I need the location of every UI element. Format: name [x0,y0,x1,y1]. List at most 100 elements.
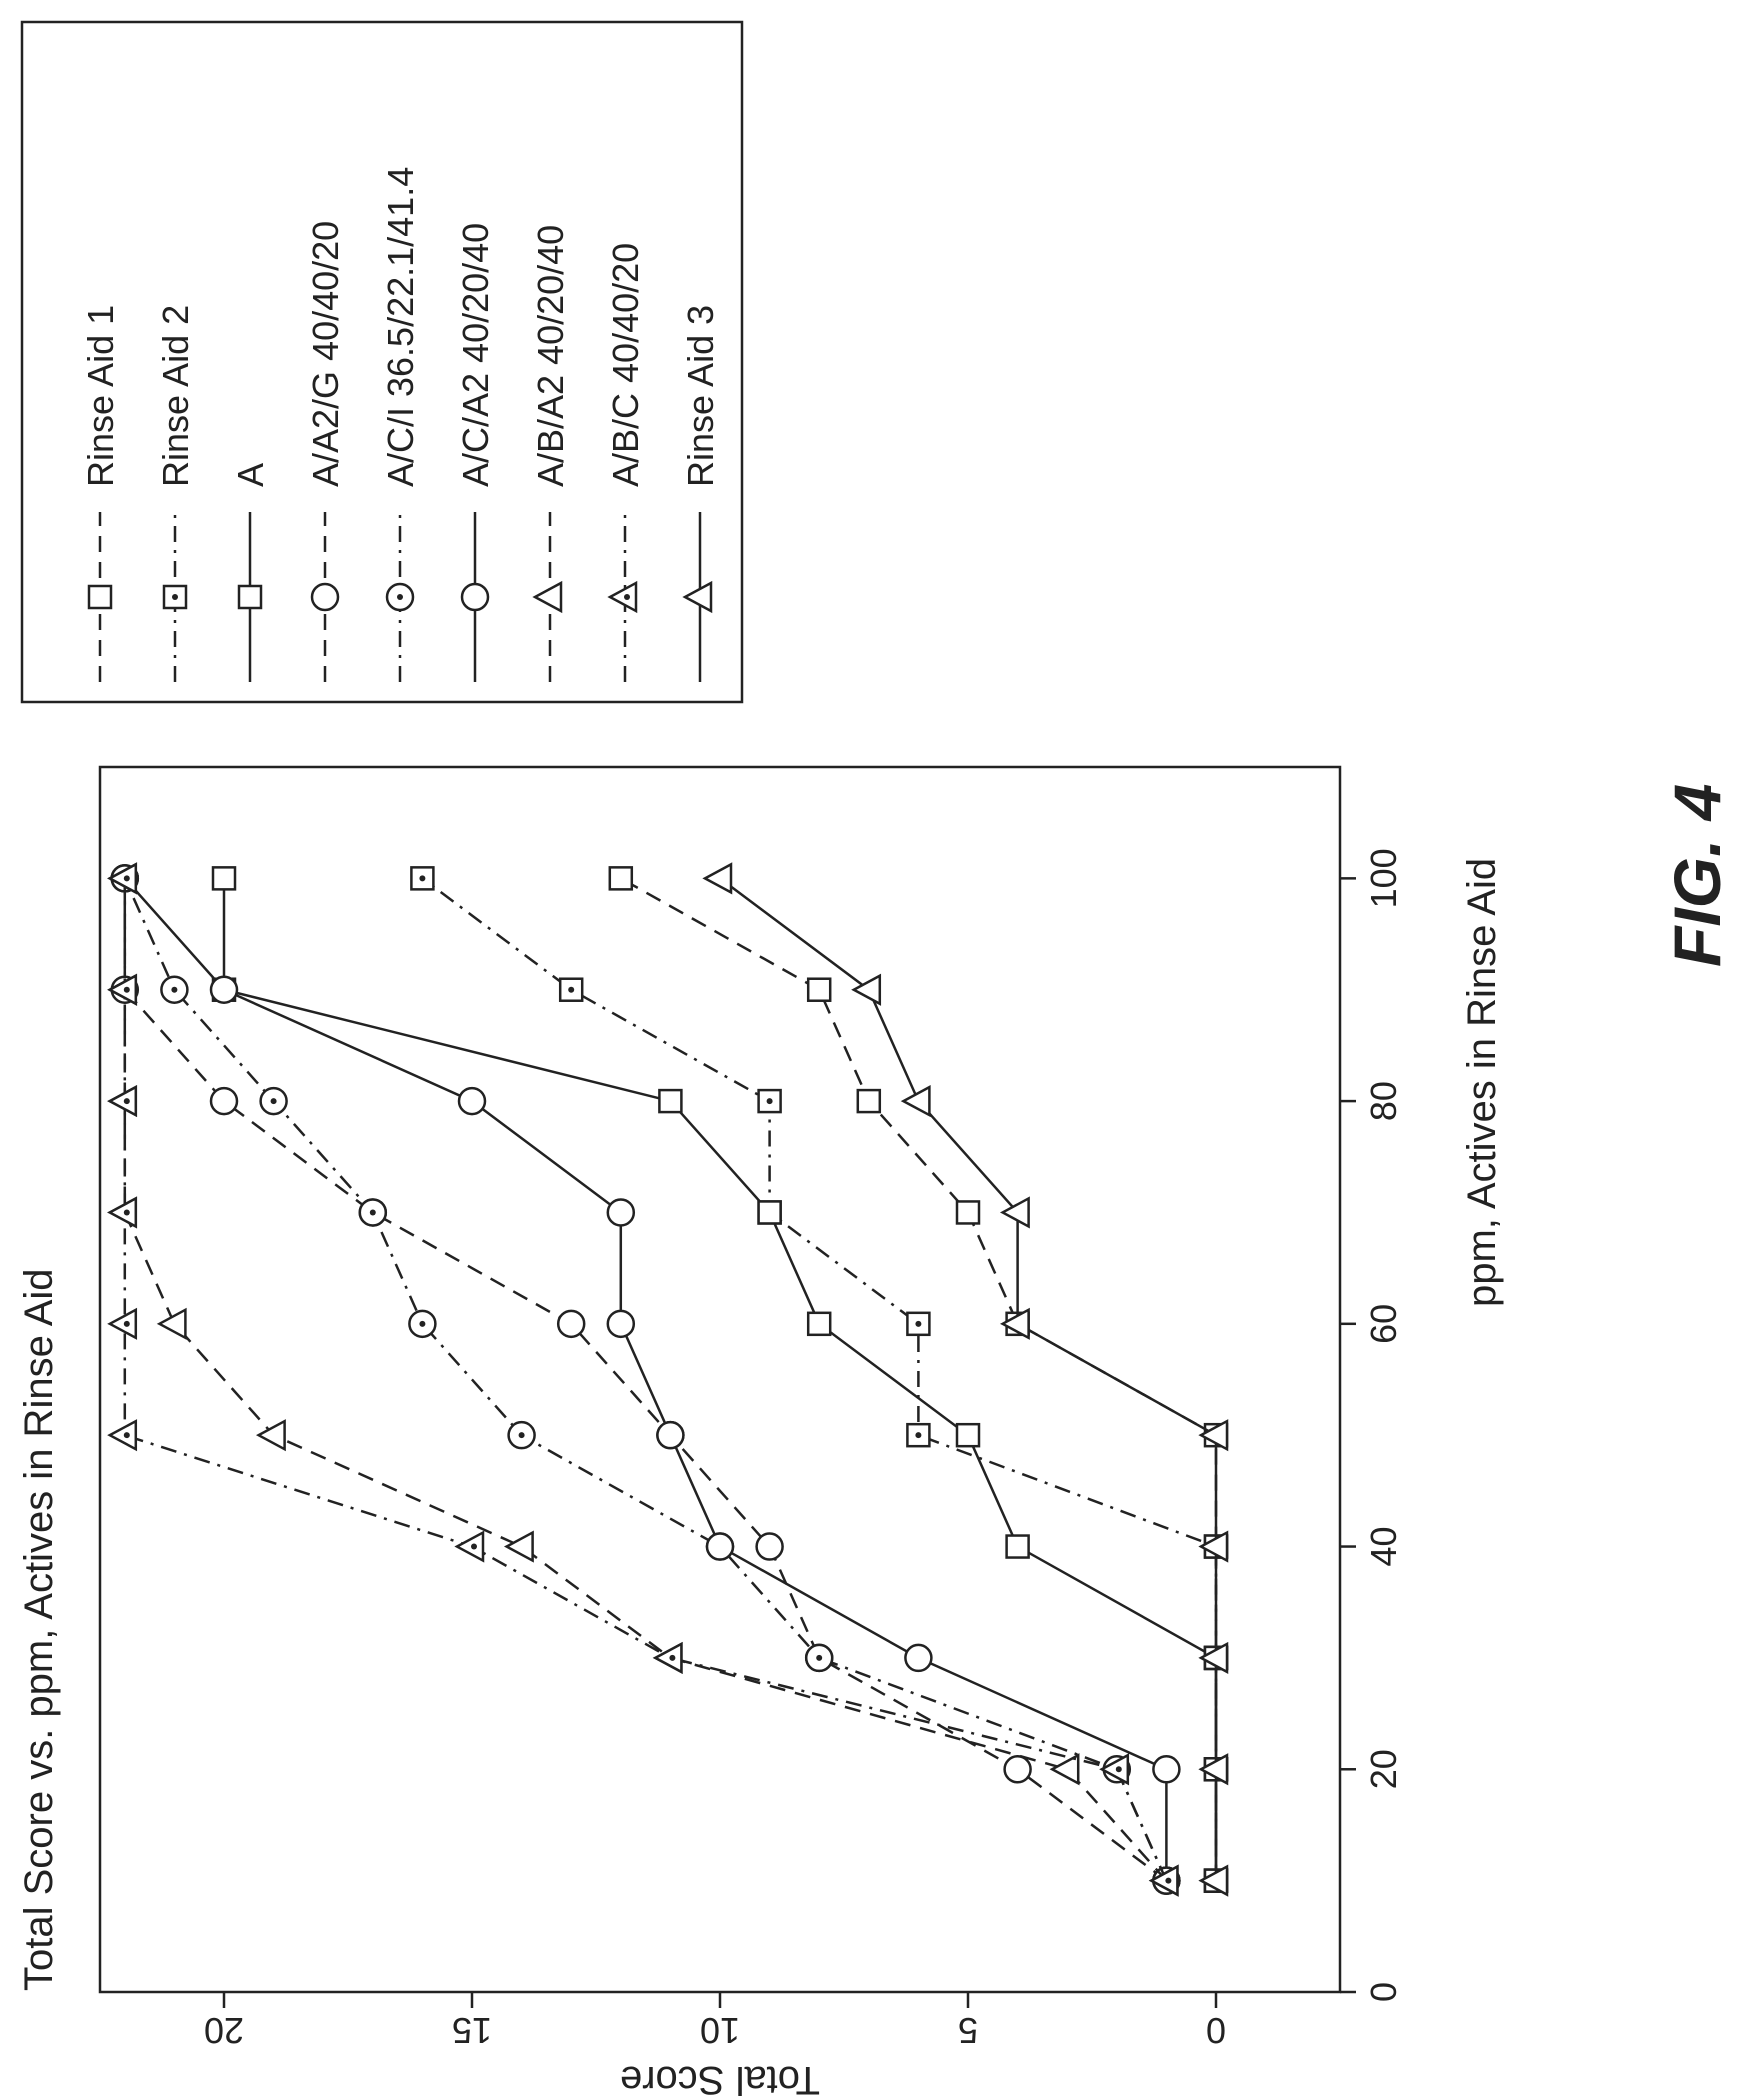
data-point-center [1165,1877,1172,1884]
series-line [123,878,1168,1882]
legend-label: A/B/A2 40/20/40 [530,225,571,487]
series-line [123,878,1168,1882]
data-point [107,1419,138,1452]
legend-marker [607,580,638,614]
series-2 [410,866,1229,1893]
data-point [1049,1753,1080,1786]
data-point [1099,1753,1130,1786]
plot-area [98,765,1342,1994]
data-point [107,1196,138,1229]
data-point-center [669,1654,676,1661]
data-point [856,1088,882,1114]
series-layer [107,862,1229,1897]
series-line [123,878,1168,1882]
data-point [255,1419,286,1452]
data-point [606,1198,636,1227]
data-point [1198,1419,1229,1452]
data-point-center [123,875,130,882]
x-tick-label: 40 [1363,1527,1404,1567]
series-9 [702,862,1229,1897]
data-point [755,1532,784,1561]
data-point-center [369,1209,376,1216]
legend-label: Rinse Aid 3 [680,305,721,487]
series-8 [107,862,1179,1897]
data-point [606,1309,636,1339]
data-point [658,1088,683,1114]
data-point-center [270,1098,277,1105]
series-line [222,878,1218,1881]
data-point-center [123,1209,130,1216]
legend-marker [237,584,263,610]
data-point-center [518,1432,525,1439]
legend-label: A [230,463,271,487]
data-point-center [419,875,426,882]
legend-marker [87,584,113,610]
chart-title: Total Score vs. ppm, Actives in Rinse Ai… [17,1268,61,1991]
data-point [503,1530,534,1563]
plot-border [98,765,1342,1994]
y-tick-label: 20 [204,2010,244,2051]
data-point-center [123,1098,130,1105]
data-point [556,1309,586,1339]
data-point-center [123,1320,130,1327]
data-point [608,866,634,891]
data-point [1152,1755,1181,1784]
figure-label: FIG. 4 [1660,784,1734,967]
legend-box [20,20,744,704]
data-point [1198,1753,1229,1786]
data-point [851,973,882,1006]
data-point [1003,1755,1032,1784]
data-point [806,977,832,1002]
x-axis-label: ppm, Actives in Rinse Aid [1460,858,1504,1307]
data-point [955,1200,981,1225]
data-point-center [123,1432,130,1439]
x-tick-label: 20 [1363,1749,1404,1789]
legend-label: A/A2/G 40/40/20 [305,221,346,487]
series-line [123,877,1168,1882]
legend-marker [682,580,713,614]
legend-marker [532,580,563,614]
y-tick-label: 15 [452,2010,492,2051]
legend-marker [460,582,490,612]
data-point [904,1643,933,1673]
data-point [705,1532,735,1561]
data-point [900,1084,931,1118]
data-point-center [915,1432,922,1439]
legend-marker-center [172,594,178,600]
data-point [107,1307,138,1340]
x-tick-label: 100 [1363,848,1404,908]
y-axis-label: Total Score [620,2058,820,2097]
data-point-center [123,986,130,993]
data-point [652,1641,683,1675]
series-7 [107,862,1179,1897]
data-point [209,975,239,1004]
data-point [1148,1864,1179,1897]
data-point-center [471,1543,477,1550]
legend: Rinse Aid 1 Rinse Aid 2 A A/A2/G 40/40/20 A/… [20,20,744,704]
data-point-center [816,1654,823,1661]
data-point-center [171,986,178,993]
data-point [1198,1641,1229,1675]
data-point [999,1307,1030,1340]
data-point [156,1307,187,1340]
x-tick-label: 60 [1363,1304,1404,1344]
data-point [757,1200,782,1225]
legend-label: Rinse Aid 1 [80,305,121,487]
data-point-center [568,986,575,993]
data-point-center [419,1320,426,1327]
data-point-center [766,1098,773,1105]
axes: 0 20 40 60 80 100 0 5 10 15 20 [204,848,1404,2051]
legend-marker-center [624,594,630,600]
series-6 [110,864,1181,1895]
data-point [999,1196,1030,1229]
data-point [656,1420,685,1450]
legend-label: A/C/A2 40/20/40 [455,223,496,487]
y-tick-label: 10 [700,2010,740,2051]
data-point [702,862,733,895]
data-point [1198,1530,1229,1563]
x-tick-label: 80 [1363,1081,1404,1121]
y-tick-label: 0 [1206,2010,1226,2051]
data-point [107,973,138,1006]
data-point-center [915,1320,922,1327]
